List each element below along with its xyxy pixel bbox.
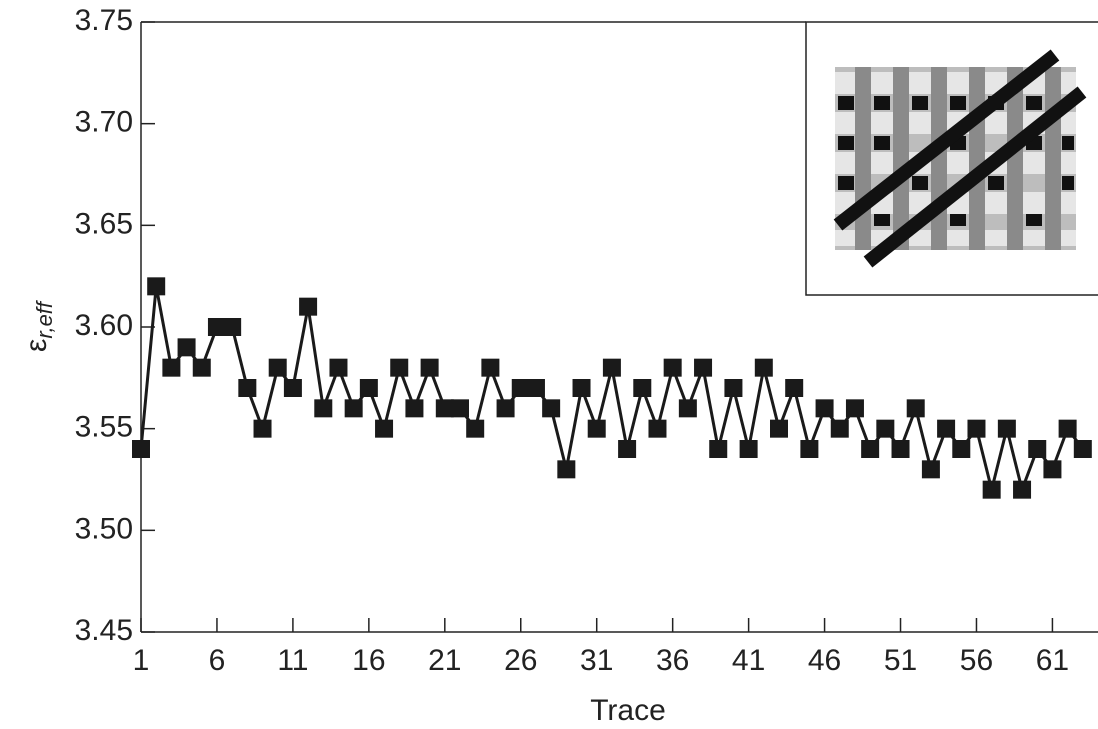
marker bbox=[739, 440, 758, 458]
y-tick-label: 3.75 bbox=[75, 4, 133, 37]
marker bbox=[876, 419, 895, 438]
marker bbox=[481, 358, 500, 377]
x-tick-label: 6 bbox=[209, 644, 226, 677]
marker bbox=[1013, 480, 1032, 499]
marker bbox=[709, 440, 728, 458]
marker bbox=[572, 379, 591, 397]
marker bbox=[177, 338, 196, 357]
y-tick-label: 3.45 bbox=[75, 614, 133, 647]
x-tick-label: 1 bbox=[133, 644, 150, 677]
marker bbox=[390, 358, 409, 377]
x-tick-label: 36 bbox=[656, 644, 689, 677]
marker bbox=[223, 318, 242, 336]
marker bbox=[1028, 440, 1047, 458]
marker bbox=[952, 440, 971, 458]
marker bbox=[997, 419, 1016, 438]
x-tick-label: 56 bbox=[960, 644, 993, 677]
marker bbox=[770, 419, 788, 438]
marker bbox=[678, 399, 697, 418]
marker bbox=[238, 379, 257, 397]
marker bbox=[496, 399, 515, 418]
marker bbox=[253, 419, 272, 438]
y-axis-symbol: ε bbox=[20, 339, 53, 352]
marker bbox=[724, 379, 743, 397]
y-tick-label: 3.50 bbox=[75, 512, 133, 545]
marker bbox=[800, 440, 819, 458]
marker bbox=[466, 419, 485, 438]
y-tick-label: 3.65 bbox=[75, 207, 133, 240]
marker bbox=[147, 277, 166, 296]
marker bbox=[420, 358, 439, 377]
marker bbox=[648, 419, 667, 438]
series-line bbox=[139, 286, 1085, 495]
marker bbox=[982, 480, 1001, 499]
x-tick-label: 46 bbox=[808, 644, 841, 677]
y-tick-label: 3.70 bbox=[75, 106, 133, 139]
x-tick-label: 61 bbox=[1036, 644, 1069, 677]
y-axis-subscript: r,eff bbox=[32, 299, 57, 339]
x-tick-label: 31 bbox=[580, 644, 613, 677]
marker bbox=[405, 399, 424, 418]
marker bbox=[162, 358, 181, 377]
marker bbox=[633, 379, 652, 397]
marker bbox=[906, 399, 925, 418]
x-tick-label: 16 bbox=[352, 644, 385, 677]
marker bbox=[891, 440, 910, 458]
marker bbox=[283, 379, 302, 397]
y-tick-label: 3.60 bbox=[75, 309, 133, 342]
marker bbox=[435, 399, 454, 418]
marker bbox=[511, 379, 530, 397]
marker bbox=[359, 379, 378, 397]
marker bbox=[314, 399, 333, 418]
marker bbox=[1043, 460, 1062, 479]
marker bbox=[344, 399, 363, 418]
marker bbox=[587, 419, 606, 438]
marker bbox=[785, 379, 804, 397]
marker bbox=[967, 419, 986, 438]
marker bbox=[921, 460, 940, 479]
marker bbox=[329, 358, 348, 377]
x-tick-label: 41 bbox=[732, 644, 765, 677]
marker bbox=[268, 358, 287, 377]
y-tick-label: 3.55 bbox=[75, 411, 133, 444]
marker bbox=[132, 440, 150, 458]
marker bbox=[694, 358, 713, 377]
marker bbox=[207, 318, 226, 336]
x-axis-title: Trace bbox=[590, 694, 666, 727]
y-axis-title: εr,eff bbox=[20, 299, 57, 352]
x-tick-label: 26 bbox=[504, 644, 537, 677]
x-tick-label: 21 bbox=[428, 644, 461, 677]
marker bbox=[815, 399, 834, 418]
marker bbox=[618, 440, 637, 458]
marker bbox=[1058, 419, 1077, 438]
marker bbox=[861, 440, 880, 458]
marker bbox=[845, 399, 864, 418]
marker bbox=[830, 419, 849, 438]
x-tick-label: 11 bbox=[277, 644, 308, 677]
marker bbox=[754, 358, 773, 377]
marker bbox=[451, 399, 469, 418]
marker bbox=[542, 399, 561, 418]
marker bbox=[937, 419, 956, 438]
marker bbox=[192, 358, 211, 377]
marker bbox=[1073, 440, 1092, 458]
marker bbox=[299, 297, 318, 316]
marker bbox=[663, 358, 682, 377]
marker bbox=[375, 419, 394, 438]
x-tick-label: 51 bbox=[884, 644, 917, 677]
inset-photo bbox=[805, 21, 1098, 296]
marker bbox=[526, 379, 545, 397]
marker bbox=[602, 358, 621, 377]
marker bbox=[557, 460, 576, 479]
